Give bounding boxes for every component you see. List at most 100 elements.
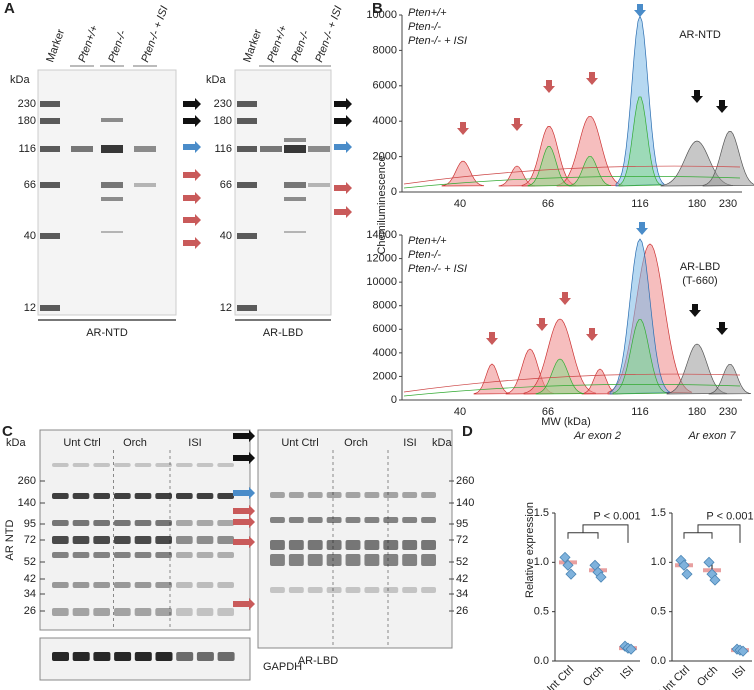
legend-entry: Pten-/- (408, 249, 441, 261)
kda-label: 12 (24, 302, 36, 314)
gapdh-band (155, 652, 173, 661)
y-tick-label: 1.0 (651, 556, 666, 568)
significance-bracket (683, 524, 741, 543)
blot (39, 429, 251, 631)
kda-label: 116 (18, 143, 36, 155)
blot-band (155, 552, 172, 558)
blot-band (52, 536, 69, 544)
blot-band (134, 520, 152, 526)
blot-band (364, 587, 380, 593)
gel (37, 69, 177, 316)
gel-band (134, 183, 156, 187)
blot-band (270, 554, 285, 566)
gel (234, 69, 332, 316)
blot-band (114, 536, 131, 544)
blot-band (402, 554, 418, 566)
kda-unit: kDa (6, 437, 26, 449)
marker-band (237, 305, 257, 311)
blot-caption: AR-LBD (298, 655, 338, 667)
y-tick-label: 1.5 (534, 507, 549, 519)
x-tick-label: ISI (618, 664, 636, 682)
group-label: ISI (188, 437, 201, 449)
blot-band (93, 520, 110, 526)
blot-band (196, 608, 214, 616)
arrow (233, 536, 255, 548)
blot-band (345, 540, 361, 550)
blot-band (155, 463, 172, 467)
x-tick-label: 230 (719, 406, 737, 418)
blot-band (114, 493, 131, 499)
blot-band (196, 520, 214, 526)
blot-band (345, 587, 361, 593)
blot-band (383, 517, 399, 523)
blot-band (72, 582, 90, 588)
kda-label: 40 (24, 230, 36, 242)
blot-band (217, 552, 234, 558)
blot-band (383, 540, 399, 550)
y-tick-label: 4000 (373, 115, 397, 127)
y-axis-title: Relative expression (524, 502, 536, 598)
blot-band (288, 554, 304, 566)
gel-band (101, 145, 123, 153)
legend-entry: Pten-/- + ISI (408, 263, 467, 275)
baseline-trace (403, 176, 741, 189)
data-point (703, 556, 715, 568)
marker-band (40, 182, 60, 188)
trace-peak (708, 363, 752, 395)
data-point (562, 559, 574, 571)
legend-entry: Pten-/- (408, 21, 441, 33)
blot-band (383, 492, 399, 498)
marker-band (40, 305, 60, 311)
x-tick-label: Orch (581, 664, 606, 689)
legend-entry: Pten+/+ (408, 235, 447, 247)
gel-band (284, 145, 306, 153)
blot-band (72, 493, 90, 499)
blot-band (421, 492, 436, 498)
blot-band (52, 463, 69, 467)
blot-band (364, 554, 380, 566)
peak-arrow (716, 322, 728, 335)
gapdh-band (196, 652, 214, 661)
data-point (681, 568, 693, 580)
plot-title: AR-LBD (680, 261, 720, 273)
blot-band (93, 608, 110, 616)
blot-band (196, 536, 214, 544)
blot-band (52, 582, 69, 588)
panel-label: A (4, 0, 15, 17)
marker-label: 52 (24, 556, 36, 568)
peak-arrow (486, 332, 498, 345)
arrow (334, 182, 352, 194)
x-tick-label: 40 (454, 406, 466, 418)
blot-band (307, 540, 323, 550)
blot-band (155, 536, 172, 544)
marker-label: 95 (456, 518, 468, 530)
blot-band (134, 552, 152, 558)
kda-unit: kDa (432, 437, 452, 449)
x-tick-label: 180 (688, 406, 706, 418)
gel-band (284, 231, 306, 233)
blot-band (72, 520, 90, 526)
blot-band (134, 493, 152, 499)
group-label: Orch (123, 437, 147, 449)
marker-label: 26 (24, 605, 36, 617)
data-point (678, 559, 690, 571)
marker-label: 140 (456, 497, 474, 509)
x-tick-label: Unt Ctrl (657, 664, 692, 690)
legend-entry: Pten-/- + ISI (408, 35, 467, 47)
y-tick-label: 6000 (373, 323, 397, 335)
blot-band (307, 492, 323, 498)
data-point (709, 574, 721, 586)
arrow (233, 516, 255, 528)
blot-band (72, 552, 90, 558)
significance-label: P < 0.001 (593, 511, 640, 523)
gapdh-band (52, 652, 69, 661)
blot-band (402, 517, 418, 523)
panel-label: B (372, 0, 383, 17)
gapdh-band (217, 652, 235, 661)
blot-band (288, 517, 304, 523)
plot-title: AR-NTD (679, 29, 721, 41)
trace-peak (618, 96, 663, 187)
trace-peak (702, 130, 754, 187)
y-tick-label: 2000 (373, 151, 397, 163)
marker-label: 42 (24, 573, 36, 585)
